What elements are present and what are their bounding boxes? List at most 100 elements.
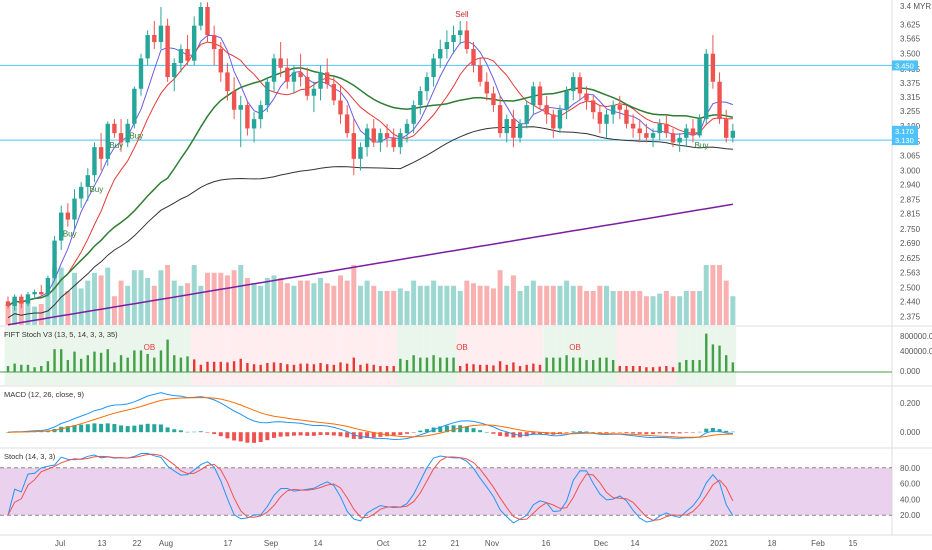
macd-histogram-bar [85,424,90,433]
macd-histogram-bar [92,423,97,433]
volume-bar [610,291,616,325]
fift-histogram-bar [419,357,422,372]
candle-body [78,186,84,199]
currency-label: 3.4 MYR [900,2,931,11]
candle-body [697,119,702,136]
price-tick-label: 3.000 [900,167,921,176]
fift-zone-bg [197,326,205,385]
candle-body [65,212,71,220]
fift-zone-bg [250,326,258,385]
volume-bar [205,272,210,325]
fift-histogram-bar [153,357,156,372]
price-tick-label: 2.375 [900,312,921,321]
fift-zone-bg [31,326,38,385]
macd-histogram-bar [59,426,64,433]
candle-body [551,114,556,129]
candle-body [364,128,370,148]
fift-histogram-bar [439,357,442,372]
fift-zone-bg [456,326,464,385]
fift-zone-bg [609,326,617,385]
volume-bar [371,285,377,325]
candle-body [112,123,117,134]
fift-histogram-bar [472,364,475,372]
macd-histogram-bar [564,432,569,433]
volume-bar [471,283,476,325]
candle-body [172,63,177,78]
candle-body [664,123,669,134]
fift-zone-bg [636,326,644,385]
fift-histogram-bar [246,363,249,372]
fift-histogram-bar [186,356,189,372]
candle-body [178,49,184,64]
volume-bar [524,285,530,325]
volume-bar [131,270,137,325]
fift-zone-bg [643,326,650,385]
time-axis-label: Dec [594,539,608,548]
fift-histogram-bar [79,358,83,372]
volume-bar [623,291,629,325]
fift-histogram-bar [299,363,302,372]
macd-histogram-bar [99,423,104,433]
fift-zone-bg [210,326,218,385]
candle-body [59,212,64,241]
fift-zone-bg [663,326,670,385]
volume-bar [364,280,370,325]
fift-zone-bg [283,326,291,385]
candle-body [105,123,110,159]
volume-bar [231,270,237,325]
volume-bar [238,265,244,325]
candle-body [238,105,243,110]
candle-body [92,147,97,176]
candle-body [431,58,436,78]
candle-body [571,77,576,92]
price-tick-label: 3.375 [900,79,921,88]
candle-body [318,72,323,89]
fift-zone-bg [350,326,358,385]
fift-zone-bg [403,326,411,385]
fift-histogram-bar [99,352,103,372]
fift-zone-bg [603,326,610,385]
fift-histogram-bar [478,364,482,372]
candle-body [311,88,317,96]
candle-body [650,133,656,138]
fift-zone-bg [230,326,238,385]
macd-histogram-bar [205,432,210,433]
candle-body [211,35,217,50]
volume-bar [617,291,623,325]
candle-body [591,100,596,113]
fift-histogram-bar [691,360,695,372]
candle-body [644,133,649,138]
candle-body [684,128,689,138]
candle-body [185,49,190,61]
fift-histogram-bar [711,344,715,372]
fift-zone-bg [689,326,697,385]
volume-bar [391,291,397,325]
volume-bar [557,285,563,325]
fift-zone-bg [184,326,191,385]
fift-histogram-bar [625,366,628,372]
price-tick-label: 3.500 [900,50,921,59]
fift-zone-bg [264,326,271,385]
macd-histogram-bar [524,432,529,437]
fift-histogram-bar [405,360,409,372]
volume-bar [211,272,217,325]
fift-zone-bg [530,326,537,385]
macd-histogram-bar [238,432,243,442]
fift-histogram-bar [232,361,236,372]
candle-body [717,81,722,120]
fift-histogram-bar [6,366,10,372]
volume-bar [657,293,663,325]
macd-histogram-bar [185,431,190,433]
volume-bar [258,285,264,325]
volume-bar [504,285,510,325]
candle-body [484,81,489,94]
macd-histogram-bar [218,432,223,437]
macd-histogram-bar [291,432,296,436]
fift-histogram-bar [631,366,635,372]
candle-body [511,119,516,138]
macd-histogram-bar [305,432,310,436]
candle-body [265,81,270,106]
candle-body [218,49,223,73]
fift-zone-bg [111,326,118,385]
macd-histogram-bar [471,428,476,433]
